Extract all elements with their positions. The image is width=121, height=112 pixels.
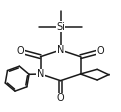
Text: O: O [57, 93, 64, 103]
Text: Si: Si [56, 22, 65, 32]
Text: N: N [57, 45, 64, 55]
Text: O: O [97, 46, 104, 56]
Text: O: O [17, 46, 24, 56]
Text: N: N [37, 69, 44, 79]
